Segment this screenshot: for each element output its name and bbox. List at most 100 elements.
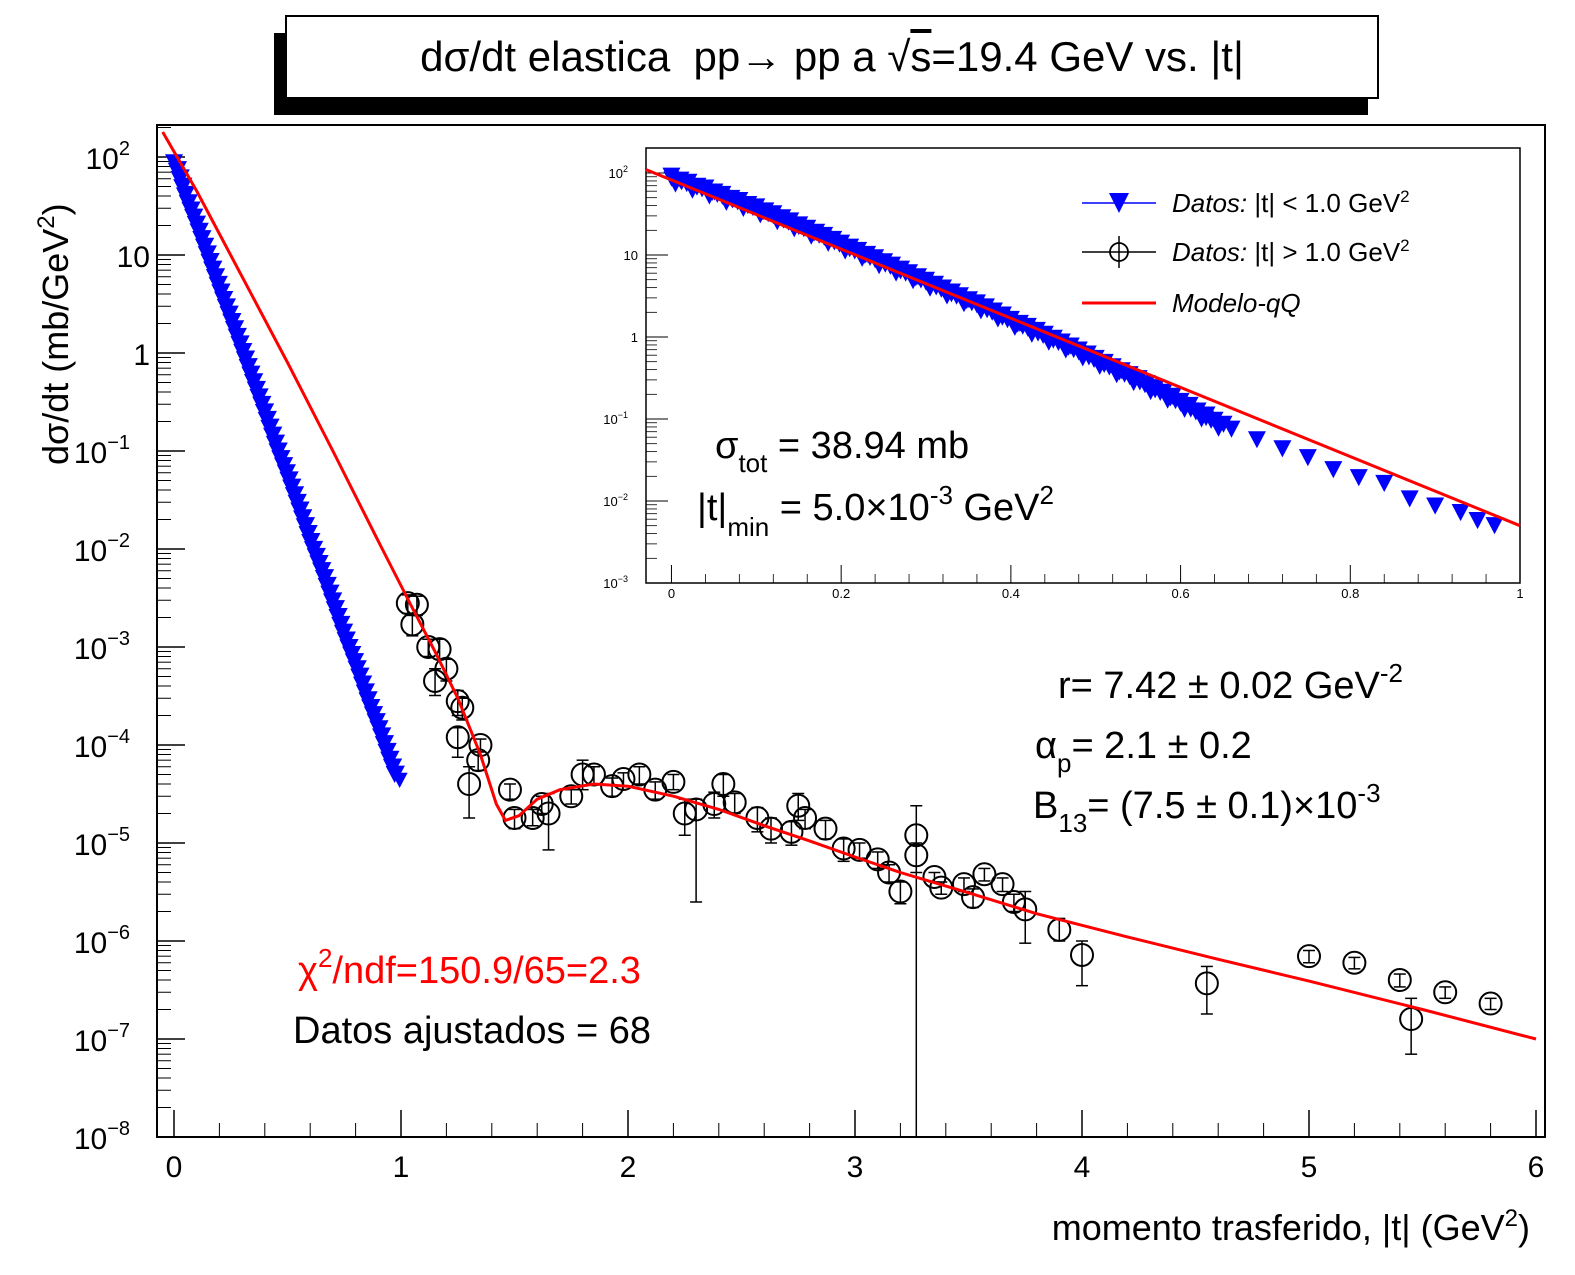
- y-tick-label: 1: [133, 339, 150, 372]
- x-tick-label: 3: [847, 1151, 864, 1184]
- b13-parameter: B13= (7.5 ± 0.1)×10-3: [1033, 778, 1381, 838]
- inset-y-tick-label: 102: [609, 164, 628, 181]
- high-t-marker: [813, 816, 838, 841]
- inset-y-tick-label: 10−3: [603, 574, 628, 591]
- legend: Datos: |t| < 1.0 GeV2 Datos: |t| > 1.0 G…: [1082, 187, 1410, 318]
- x-tick-label: 4: [1074, 1151, 1091, 1184]
- y-tick-label: 10−4: [74, 726, 130, 764]
- inset-low-t-marker: [1203, 413, 1220, 429]
- inset-low-t-marker: [1375, 474, 1394, 493]
- chart-title: dσ/dt elastica pp→ pp a √ s =19.4 GeV vs. …: [285, 15, 1379, 99]
- inset-low-t-marker: [1426, 497, 1445, 515]
- x-axis-title: momento trasferido, |t| (GeV2): [1052, 1205, 1530, 1248]
- inset-y-tick-label: 1: [631, 330, 638, 345]
- high-t-marker: [434, 656, 459, 681]
- inset-low-t-marker: [1451, 504, 1470, 522]
- main-plot-frame: [156, 124, 1546, 1138]
- high-t-marker: [684, 797, 709, 822]
- inset-x-tick-label: 0.6: [1172, 586, 1190, 601]
- inset-low-t-marker: [1247, 431, 1266, 449]
- high-t-marker: [722, 790, 747, 815]
- high-t-marker: [1387, 967, 1412, 992]
- high-t-marker: [1194, 971, 1219, 996]
- alpha-parameter: αp= 2.1 ± 0.2: [1035, 725, 1252, 778]
- inset-low-t-marker: [1222, 420, 1241, 438]
- tmin-label: |t|min = 5.0×10-3 GeV2: [697, 480, 1054, 542]
- inset-axes-labels: 102 10 1 10−1 10−2 10−3 0 0.2 0.4 0.6 0.8 1: [603, 164, 1523, 601]
- inset-x-tick-label: 0: [668, 586, 675, 601]
- high-t-marker: [904, 843, 929, 868]
- inset-x-tick-label: 0.2: [832, 586, 850, 601]
- high-t-marker: [627, 762, 652, 787]
- title-suffix: =19.4 GeV vs. |t|: [931, 33, 1244, 80]
- y-tick-label: 10−2: [74, 530, 130, 568]
- high-t-marker: [904, 823, 929, 848]
- x-tick-label: 2: [620, 1151, 637, 1184]
- high-t-marker: [1297, 944, 1321, 969]
- legend-triangle-icon: [1109, 193, 1129, 213]
- chi2-label: χ2/ndf=150.9/65=2.3: [298, 943, 641, 992]
- high-t-marker: [672, 801, 697, 826]
- high-t-marker: [793, 805, 818, 830]
- title-prefix: dσ/dt elastica pp→ pp a: [420, 33, 888, 80]
- high-t-marker: [951, 872, 976, 897]
- inset-plot-frame: [645, 147, 1521, 584]
- x-tick-label: 0: [166, 1151, 183, 1184]
- y-tick-label: 102: [86, 138, 131, 176]
- inset-y-tick-label: 10−1: [603, 410, 628, 427]
- title-s: s: [910, 33, 932, 80]
- high-t-marker: [1342, 950, 1367, 975]
- main-triangle-markers: [165, 154, 408, 788]
- high-t-marker: [400, 612, 425, 637]
- high-t-marker: [1399, 1006, 1424, 1031]
- y-tick-label: 10−6: [74, 922, 130, 960]
- y-tick-label: 10: [117, 241, 150, 274]
- low-t-marker: [391, 772, 408, 788]
- high-t-marker: [759, 816, 784, 841]
- legend-entry-3: Modelo-qQ: [1172, 288, 1301, 318]
- legend-entry-2: Datos: |t| > 1.0 GeV2: [1172, 236, 1410, 267]
- high-t-marker: [888, 879, 913, 904]
- inset-model-curve: [645, 168, 1521, 528]
- main-circle-markers: [395, 591, 1503, 1031]
- high-t-marker: [786, 793, 811, 818]
- high-t-marker: [990, 872, 1015, 897]
- high-t-marker: [450, 695, 475, 720]
- inset-background: [578, 148, 1532, 618]
- y-axis-title: dσ/dt (mb/GeV2): [33, 203, 76, 465]
- inset-low-t-marker: [1324, 461, 1343, 479]
- y-tick-label: 10−7: [74, 1020, 130, 1058]
- high-t-marker: [497, 777, 522, 802]
- inset-low-t-marker: [1273, 440, 1292, 458]
- y-tick-label: 10−3: [74, 628, 130, 666]
- high-t-marker: [1433, 980, 1458, 1005]
- main-model-curve: [161, 131, 1537, 1041]
- inset-x-tick-label: 0.4: [1002, 586, 1020, 601]
- high-t-marker: [972, 862, 997, 887]
- high-t-marker: [661, 769, 686, 794]
- high-t-marker: [611, 766, 636, 791]
- main-axes-ticks: [157, 126, 1537, 1138]
- high-t-marker: [1070, 942, 1094, 967]
- high-t-marker: [1013, 897, 1038, 922]
- high-t-marker: [1478, 991, 1503, 1016]
- inset-low-t-marker: [1349, 469, 1368, 487]
- y-tick-label: 10−5: [74, 824, 130, 862]
- inset-low-t-marker: [1468, 511, 1487, 530]
- x-tick-label: 6: [1528, 1151, 1545, 1184]
- y-tick-label: 10−1: [74, 432, 130, 470]
- inset-x-tick-label: 1: [1516, 586, 1523, 601]
- inset-low-t-marker: [1210, 421, 1227, 437]
- high-t-marker: [559, 784, 584, 809]
- sigma-tot-label: σtot = 38.94 mb: [715, 425, 969, 478]
- x-tick-label: 1: [393, 1151, 410, 1184]
- r-parameter: r= 7.42 ± 0.02 GeV-2: [1058, 658, 1403, 707]
- high-t-marker: [520, 805, 545, 830]
- high-t-marker: [445, 725, 470, 750]
- inset-low-t-marker: [1400, 490, 1419, 508]
- x-tick-label: 5: [1301, 1151, 1318, 1184]
- inset-low-t-marker: [1298, 449, 1317, 467]
- high-t-marker: [445, 689, 470, 714]
- datos-ajustados-label: Datos ajustados = 68: [293, 1010, 651, 1052]
